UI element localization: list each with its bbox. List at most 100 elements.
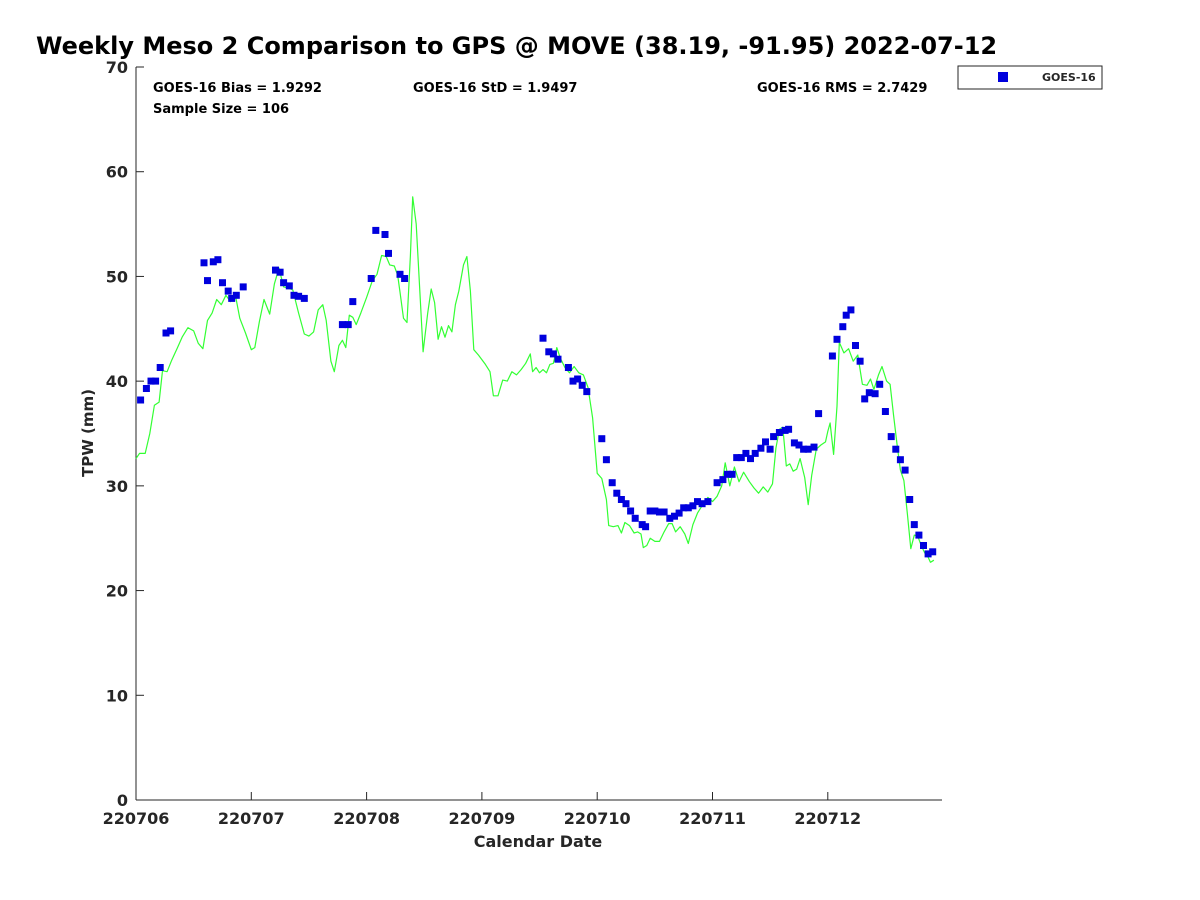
stat-bias: GOES-16 Bias = 1.9292: [153, 81, 322, 96]
goes16-point: [892, 445, 900, 453]
y-tick-label: 20: [106, 582, 128, 601]
goes16-point: [833, 335, 841, 343]
x-tick-label: 220708: [333, 809, 400, 828]
x-tick-label: 220711: [679, 809, 746, 828]
goes16-point: [839, 323, 847, 331]
goes16-point: [924, 550, 932, 558]
x-tick-label: 220709: [449, 809, 516, 828]
goes16-point: [747, 455, 754, 463]
goes16-point: [554, 355, 562, 363]
goes16-point: [795, 441, 803, 449]
goes16-point: [239, 283, 247, 291]
goes16-point: [847, 306, 855, 314]
goes16-point: [666, 514, 674, 522]
goes16-point: [344, 321, 352, 329]
goes16-point: [642, 523, 650, 531]
legend: GOES-16: [957, 65, 1103, 90]
goes16-point: [651, 507, 659, 515]
goes16-point: [396, 270, 404, 278]
goes16-point: [881, 408, 889, 415]
stat-std: GOES-16 StD = 1.9497: [413, 81, 577, 96]
goes16-point: [861, 395, 869, 403]
goes16-point: [272, 266, 279, 274]
legend-label-goes16: GOES-16: [1042, 71, 1096, 84]
goes16-point: [200, 259, 208, 267]
goes16-point: [694, 498, 701, 506]
goes16-point: [751, 449, 759, 457]
goes16-point: [574, 375, 582, 383]
goes16-point: [828, 352, 836, 360]
goes16-point: [338, 321, 346, 329]
goes16-point: [613, 489, 621, 497]
plot-area: [136, 67, 942, 800]
goes16-point: [906, 496, 914, 503]
goes16-point: [766, 445, 774, 453]
goes16-point: [602, 456, 610, 464]
goes16-point: [280, 279, 288, 287]
goes16-point: [147, 377, 155, 385]
goes16-point: [770, 433, 778, 441]
stat-sample-size: Sample Size = 106: [153, 102, 289, 117]
goes16-point: [219, 279, 226, 287]
goes16-point: [675, 509, 683, 517]
goes16-point: [137, 396, 145, 404]
goes16-point: [876, 380, 884, 388]
goes16-point: [842, 311, 850, 319]
goes16-point: [804, 445, 812, 453]
goes16-point: [896, 456, 904, 464]
goes16-point: [790, 439, 798, 447]
goes16-point: [627, 507, 635, 515]
goes16-point: [689, 502, 697, 510]
y-tick-label: 0: [117, 791, 128, 810]
goes16-point: [300, 294, 308, 302]
goes16-point: [775, 429, 783, 436]
goes16-point: [285, 282, 293, 290]
goes16-point: [852, 342, 859, 349]
goes16-point: [920, 542, 927, 549]
y-axis: 0 10 20 30 40 50 60 70: [106, 58, 144, 810]
goes16-point: [564, 364, 572, 371]
goes16-point: [901, 466, 909, 474]
y-tick-label: 10: [106, 686, 128, 705]
y-tick-label: 50: [106, 267, 128, 286]
goes16-point: [622, 500, 630, 508]
goes16-point: [367, 275, 375, 282]
goes16-point: [549, 350, 557, 358]
goes16-point: [646, 507, 654, 515]
goes16-point: [680, 504, 688, 512]
goes16-point: [698, 500, 706, 508]
goes16-point: [214, 256, 222, 264]
legend-marker-goes16: [998, 72, 1008, 82]
x-axis: 220706 220707 220708 220709 220710 220711 2207…: [103, 792, 942, 828]
goes16-point: [887, 433, 895, 441]
legend-box: [957, 65, 1103, 90]
goes16-point: [401, 275, 409, 282]
goes16-point: [156, 364, 164, 371]
x-axis-label: Calendar Date: [474, 832, 603, 851]
goes16-point: [142, 385, 150, 392]
goes16-point: [162, 329, 170, 337]
goes16-point: [295, 292, 303, 300]
goes16-point: [232, 291, 240, 299]
goes16-point: [617, 496, 625, 503]
goes16-point: [865, 389, 873, 397]
x-tick-label: 220707: [218, 809, 285, 828]
goes16-point: [608, 479, 616, 487]
goes16-point: [385, 249, 392, 257]
goes16-point: [704, 498, 712, 506]
goes16-point: [713, 479, 721, 487]
stat-rms: GOES-16 RMS = 2.7429: [757, 81, 927, 96]
y-tick-label: 40: [106, 372, 128, 391]
goes16-point: [915, 531, 923, 539]
goes16-point: [810, 443, 818, 451]
goes16-series: [137, 226, 937, 558]
goes16-point: [724, 470, 731, 478]
goes16-point: [598, 435, 606, 443]
goes16-point: [583, 388, 591, 396]
goes16-point: [381, 231, 389, 238]
goes16-point: [656, 508, 663, 516]
goes16-point: [372, 226, 380, 234]
goes16-point: [660, 508, 668, 516]
goes16-point: [224, 287, 232, 295]
